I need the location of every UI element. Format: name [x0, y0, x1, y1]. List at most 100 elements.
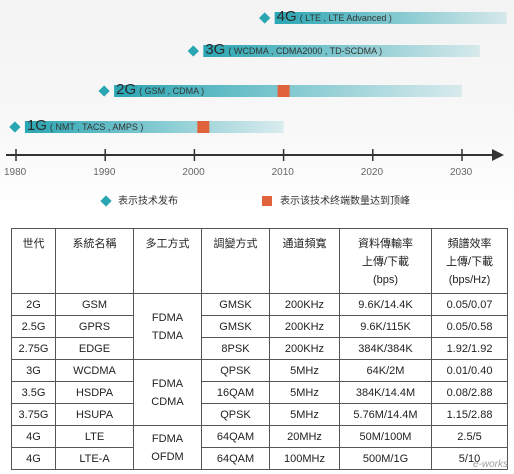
- cell-spectral-efficiency: 0.05/0.58: [431, 315, 508, 338]
- cell-data-rate: 500M/1G: [339, 447, 432, 470]
- cell-modulation: 64QAM: [201, 447, 270, 470]
- generation-systems: ( GSM , CDMA ): [139, 86, 205, 96]
- header-multiplex: 多工方式: [133, 228, 202, 294]
- cell-system: LTE-A: [55, 447, 134, 470]
- multiplex-value: FDMA: [151, 432, 184, 445]
- multiplex-value: FDMA: [151, 311, 184, 324]
- cell-bandwidth: 200KHz: [269, 293, 340, 316]
- table-row: 3.5G HSDPA 16QAM 5MHz 384K/14.4M 0.08/2.88: [11, 381, 508, 404]
- header-spectral-efficiency: 頻譜效率 上傳/下載 (bps/Hz): [431, 228, 508, 294]
- cell-generation: 3.5G: [11, 381, 56, 404]
- cell-bandwidth: 5MHz: [269, 403, 340, 426]
- cell-modulation: GMSK: [201, 315, 270, 338]
- spec-table: 世代 系統名稱 多工方式 調變方式 通道頻寬 資料傳輸率 上傳/下載 (bps) 頻…: [11, 228, 508, 470]
- cell-data-rate: 384K/14.4M: [339, 381, 432, 404]
- cell-system: EDGE: [55, 337, 134, 360]
- generation-systems: ( WCDMA , CDMA2000 , TD-SCDMA ): [228, 46, 383, 56]
- cell-system: HSDPA: [55, 381, 134, 404]
- header-modulation: 調變方式: [201, 228, 270, 294]
- header-data-rate: 資料傳輸率 上傳/下載 (bps): [339, 228, 432, 294]
- cell-bandwidth: 100MHz: [269, 447, 340, 470]
- cell-system: HSUPA: [55, 403, 134, 426]
- year-label: 2020: [360, 167, 384, 178]
- axis-arrow-icon: [492, 149, 504, 161]
- generation-name: 3G: [205, 41, 226, 58]
- cell-system: LTE: [55, 425, 134, 448]
- table-row: 2.75G EDGE 8PSK 200KHz 384K/384K 1.92/1.92: [11, 337, 508, 360]
- cell-bandwidth: 5MHz: [269, 381, 340, 404]
- generation-name: 1G: [26, 117, 47, 134]
- table-row: 3G WCDMA FDMA CDMA QPSK 5MHz 64K/2M 0.01/0.40: [11, 359, 508, 426]
- multiplex-value: TDMA: [151, 329, 184, 342]
- generation-bar: [203, 45, 480, 57]
- cell-modulation: 64QAM: [201, 425, 270, 448]
- cell-generation: 2G: [11, 293, 56, 316]
- cell-multiplex: FDMA CDMA: [133, 359, 202, 426]
- cell-generation: 3.75G: [11, 403, 56, 426]
- cell-bandwidth: 20MHz: [269, 425, 340, 448]
- peak-marker: [277, 85, 290, 97]
- cell-bandwidth: 5MHz: [269, 359, 340, 382]
- cell-spectral-efficiency: 0.01/0.40: [431, 359, 508, 382]
- header-system: 系統名稱: [55, 228, 134, 294]
- header-generation: 世代: [11, 228, 56, 294]
- cell-data-rate: 9.6K/14.4K: [339, 293, 432, 316]
- table-row: 4G LTE-A 64QAM 100MHz 500M/1G 5/10: [11, 447, 508, 470]
- cell-spectral-efficiency: 0.05/0.07: [431, 293, 508, 316]
- cell-system: GPRS: [55, 315, 134, 338]
- release-diamond-icon: [259, 12, 271, 24]
- cell-data-rate: 50M/100M: [339, 425, 432, 448]
- cell-bandwidth: 200KHz: [269, 337, 340, 360]
- generation-bar: [274, 12, 507, 24]
- table-header-row: 世代 系統名稱 多工方式 調變方式 通道頻寬 資料傳輸率 上傳/下載 (bps) 頻…: [11, 228, 508, 294]
- generation-label: 4G( LTE , LTE Advanced ): [277, 8, 392, 25]
- timeline-graphic: [6, 12, 507, 161]
- cell-spectral-efficiency: 1.15/2.88: [431, 403, 508, 426]
- square-icon: [262, 196, 272, 207]
- table-row: 2G GSM FDMA TDMA GMSK 200KHz 9.6K/14.4K 0.05/0.…: [11, 293, 508, 360]
- cell-data-rate: 5.76M/14.4M: [339, 403, 432, 426]
- cell-data-rate: 9.6K/115K: [339, 315, 432, 338]
- cell-system: GSM: [55, 293, 134, 316]
- generation-label: 3G( WCDMA , CDMA2000 , TD-SCDMA ): [205, 41, 382, 58]
- generation-name: 4G: [276, 8, 297, 25]
- cell-data-rate: 64K/2M: [339, 359, 432, 382]
- year-label: 2000: [182, 167, 205, 178]
- cell-spectral-efficiency: 2.5/5: [431, 425, 508, 448]
- legend-release: 表示技术发布: [100, 192, 178, 208]
- year-label: 2030: [450, 167, 473, 178]
- generation-bar: [24, 121, 284, 133]
- cell-generation: 2.5G: [11, 315, 56, 338]
- multiplex-value: FDMA: [151, 377, 184, 390]
- legend-peak: 表示该技术终端数量达到顶峰: [262, 192, 410, 207]
- table-row: 2.5G GPRS GMSK 200KHz 9.6K/115K 0.05/0.58: [11, 315, 508, 338]
- watermark: e-works: [472, 459, 508, 470]
- cell-modulation: 16QAM: [201, 381, 270, 404]
- release-diamond-icon: [98, 85, 110, 97]
- cell-spectral-efficiency: 5/10: [431, 447, 508, 470]
- generation-systems: ( LTE , LTE Advanced ): [299, 13, 392, 23]
- generation-label: 2G( GSM , CDMA ): [116, 81, 204, 98]
- diamond-icon: [100, 195, 112, 208]
- multiplex-value: CDMA: [151, 395, 184, 408]
- peak-marker: [197, 121, 210, 133]
- generation-name: 2G: [116, 81, 137, 98]
- release-diamond-icon: [9, 121, 21, 133]
- table-row: 4G LTE FDMA OFDM 64QAM 20MHz 50M/100M 2.5/5: [11, 425, 508, 470]
- cell-bandwidth: 200KHz: [269, 315, 340, 338]
- cell-multiplex: FDMA OFDM: [133, 425, 202, 470]
- year-label: 2010: [271, 167, 294, 178]
- cell-generation: 4G: [11, 425, 56, 448]
- cell-modulation: 8PSK: [201, 337, 270, 360]
- year-label: 1980: [4, 167, 27, 178]
- cell-generation: 4G: [11, 447, 56, 470]
- multiplex-value: OFDM: [151, 450, 184, 463]
- cell-generation: 2.75G: [11, 337, 56, 360]
- cell-multiplex: FDMA TDMA: [133, 293, 202, 360]
- year-label: 1990: [93, 167, 116, 178]
- cell-modulation: QPSK: [201, 403, 270, 426]
- release-diamond-icon: [187, 45, 199, 57]
- cell-spectral-efficiency: 1.92/1.92: [431, 337, 508, 360]
- cell-modulation: QPSK: [201, 359, 270, 382]
- cell-system: WCDMA: [55, 359, 134, 382]
